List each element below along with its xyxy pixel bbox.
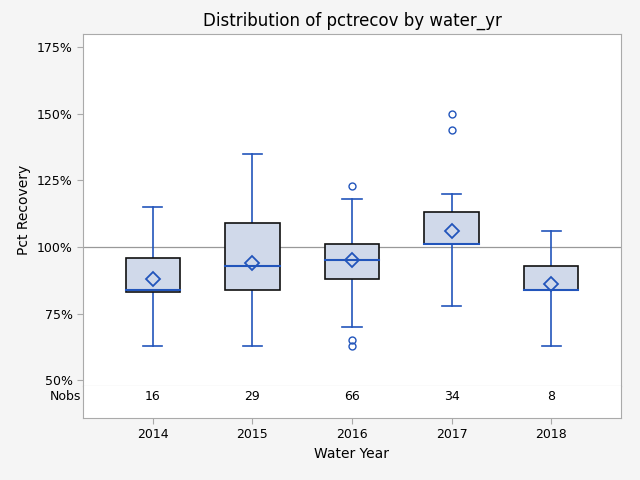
- X-axis label: Water Year: Water Year: [314, 446, 390, 461]
- Text: 8: 8: [547, 390, 555, 403]
- Text: Nobs: Nobs: [50, 390, 81, 403]
- Text: 66: 66: [344, 390, 360, 403]
- Title: Distribution of pctrecov by water_yr: Distribution of pctrecov by water_yr: [203, 11, 501, 30]
- Bar: [324, 244, 380, 279]
- Bar: [225, 223, 280, 289]
- Bar: [125, 258, 180, 292]
- Text: 16: 16: [145, 390, 161, 403]
- Text: 29: 29: [244, 390, 260, 403]
- Bar: [524, 265, 579, 289]
- Y-axis label: Pct Recovery: Pct Recovery: [17, 165, 31, 255]
- Text: 34: 34: [444, 390, 460, 403]
- Bar: [424, 212, 479, 244]
